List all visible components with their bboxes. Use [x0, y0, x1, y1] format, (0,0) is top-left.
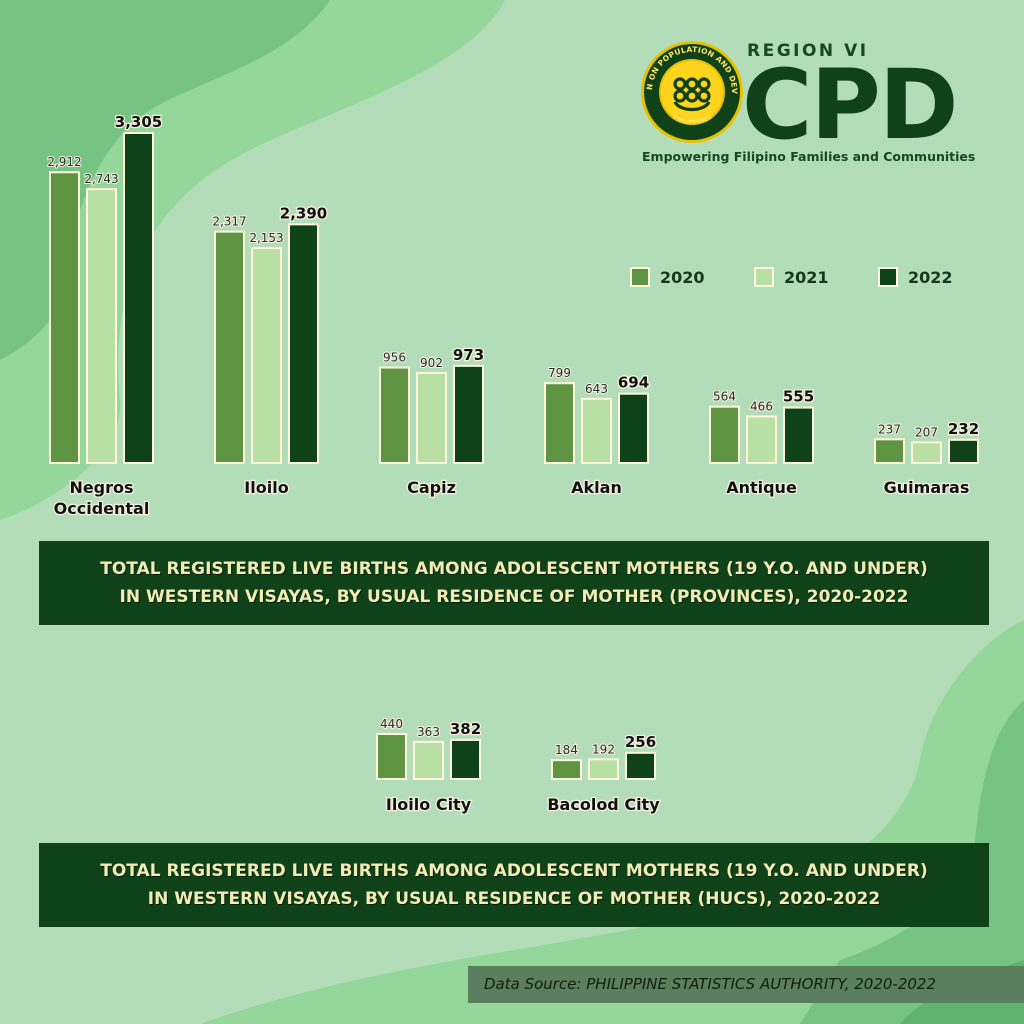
provinces-chart-title: TOTAL REGISTERED LIVE BIRTHS AMONG ADOLE… — [39, 541, 989, 625]
bar-2022 — [625, 751, 656, 780]
provinces-title-line-1: TOTAL REGISTERED LIVE BIRTHS AMONG ADOLE… — [100, 559, 928, 579]
hucs-chart-title: TOTAL REGISTERED LIVE BIRTHS AMONG ADOLE… — [39, 843, 989, 927]
value-label: 2,317 — [212, 215, 246, 229]
value-label: 902 — [420, 356, 443, 370]
category-label: Aklan — [571, 478, 622, 497]
data-source-box: Data Source: PHILIPPINE STATISTICS AUTHO… — [468, 966, 1024, 1003]
bar-2020 — [551, 759, 582, 781]
value-label: 363 — [417, 725, 440, 739]
data-source-text: Data Source: PHILIPPINE STATISTICS AUTHO… — [484, 975, 936, 993]
value-label: 2,743 — [84, 172, 118, 186]
bar-2022 — [123, 132, 154, 464]
category-label: Antique — [726, 478, 797, 497]
value-label: 466 — [750, 399, 773, 413]
bar-2021 — [746, 415, 777, 464]
value-label: 184 — [555, 743, 578, 757]
value-label: 3,305 — [115, 113, 162, 131]
value-label: 192 — [592, 742, 615, 756]
bar-2021 — [413, 740, 444, 780]
provinces-title-line-2: IN WESTERN VISAYAS, BY USUAL RESIDENCE O… — [119, 587, 909, 607]
value-label: 207 — [915, 425, 938, 439]
bar-2021 — [911, 441, 942, 465]
bar-2020 — [214, 230, 245, 464]
bar-2021 — [588, 758, 619, 781]
tagline: Empowering Filipino Families and Communi… — [642, 149, 976, 164]
bar-2022 — [453, 364, 484, 464]
category-label: Bacolod City — [547, 795, 660, 814]
category-label: Negros — [69, 478, 133, 497]
legend-swatch — [878, 267, 898, 287]
value-label: 256 — [625, 733, 656, 751]
value-label: 382 — [450, 720, 481, 738]
category-label: Capiz — [407, 478, 456, 497]
value-label: 555 — [783, 388, 814, 406]
hucs-title-line-1: TOTAL REGISTERED LIVE BIRTHS AMONG ADOLE… — [100, 861, 928, 881]
legend-label: 2020 — [660, 268, 705, 287]
legend-swatch — [630, 267, 650, 287]
value-label: 2,153 — [249, 231, 283, 245]
bar-2022 — [450, 738, 481, 781]
brand-name: CPD — [742, 49, 958, 161]
bar-2022 — [288, 223, 319, 464]
bar-2020 — [379, 366, 410, 464]
value-label: 956 — [383, 351, 406, 365]
category-label: Guimaras — [884, 478, 970, 497]
bar-2020 — [544, 382, 575, 465]
value-label: 643 — [585, 382, 608, 396]
category-label: Iloilo — [244, 478, 288, 497]
value-label: 564 — [713, 390, 736, 404]
value-label: 237 — [878, 422, 901, 436]
legend-label: 2022 — [908, 268, 953, 287]
bar-2020 — [376, 733, 407, 780]
category-label: Occidental — [54, 499, 150, 518]
legend-swatch — [754, 267, 774, 287]
value-label: 694 — [618, 374, 649, 392]
bar-2021 — [581, 397, 612, 464]
hucs-title-line-2: IN WESTERN VISAYAS, BY USUAL RESIDENCE O… — [147, 889, 881, 909]
cpd-seal-logo: COMMISSION ON POPULATION AND DEVELOPMENT… — [640, 40, 743, 143]
value-label: 2,390 — [280, 204, 327, 222]
bar-2020 — [49, 171, 80, 464]
region-label: REGION VI — [747, 41, 869, 61]
value-label: 2,912 — [47, 155, 81, 169]
value-label: 799 — [548, 366, 571, 380]
value-label: 440 — [380, 717, 403, 731]
category-label: Iloilo City — [386, 795, 472, 814]
value-label: 232 — [948, 420, 979, 438]
bar-2021 — [416, 371, 447, 464]
bar-2022 — [783, 406, 814, 464]
bar-2021 — [251, 247, 282, 464]
value-label: 973 — [453, 346, 484, 364]
bar-2022 — [618, 392, 649, 464]
bar-2021 — [86, 188, 117, 464]
bar-2020 — [709, 405, 740, 465]
bar-2022 — [948, 438, 979, 465]
legend-label: 2021 — [784, 268, 829, 287]
bar-2020 — [874, 438, 905, 464]
